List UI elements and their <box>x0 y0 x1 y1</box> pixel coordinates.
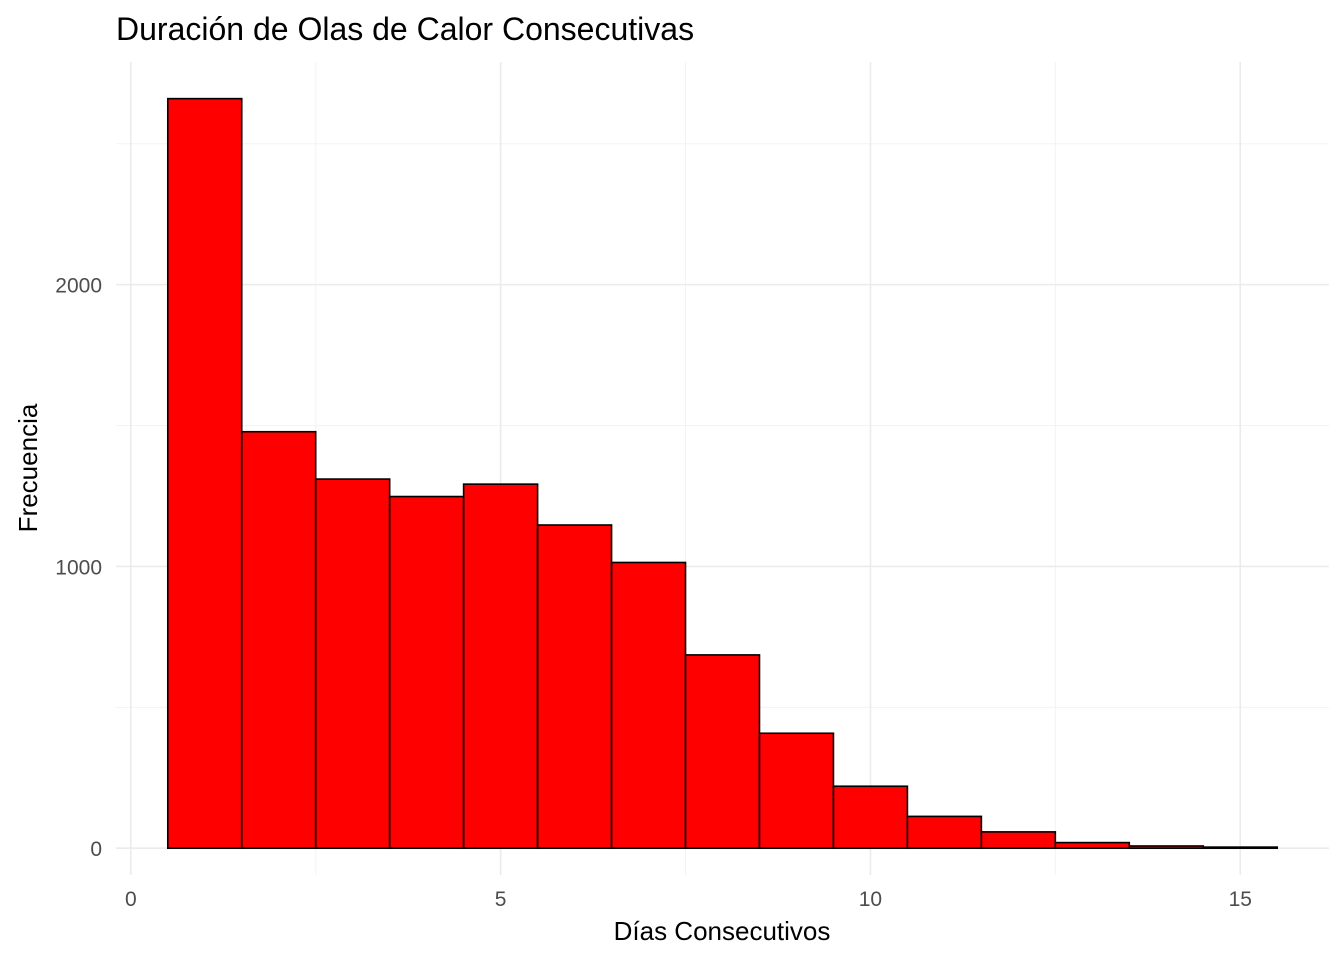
histogram-bar <box>758 732 835 850</box>
histogram-bar <box>166 97 243 850</box>
chart-title: Duración de Olas de Calor Consecutivas <box>116 11 694 47</box>
histogram-bar <box>832 785 909 850</box>
y-axis-ticks: 0 1000 2000 <box>55 275 102 862</box>
bars <box>166 97 1279 850</box>
y-axis-title: Frecuencia <box>13 403 43 532</box>
histogram-bar <box>610 561 687 850</box>
histogram-bar <box>388 495 465 850</box>
x-tick-label: 5 <box>495 888 507 911</box>
histogram-bar <box>1202 846 1279 850</box>
histogram-bar <box>536 524 613 850</box>
y-tick-label: 2000 <box>55 275 102 298</box>
x-tick-label: 0 <box>125 888 137 911</box>
y-tick-label: 1000 <box>55 556 102 579</box>
x-tick-label: 10 <box>859 888 882 911</box>
histogram-bar <box>240 430 317 850</box>
histogram-bar <box>906 815 983 850</box>
x-axis-ticks: 0 5 10 15 <box>125 888 1252 911</box>
histogram-bar <box>1054 841 1131 850</box>
x-axis-title: Días Consecutivos <box>614 916 831 946</box>
histogram-bar <box>980 831 1057 850</box>
x-tick-label: 15 <box>1229 888 1252 911</box>
histogram-bar <box>462 483 539 850</box>
y-tick-label: 0 <box>90 838 102 861</box>
histogram-bar <box>314 478 391 850</box>
histogram-bar <box>684 654 761 850</box>
histogram-bar <box>1128 845 1205 850</box>
